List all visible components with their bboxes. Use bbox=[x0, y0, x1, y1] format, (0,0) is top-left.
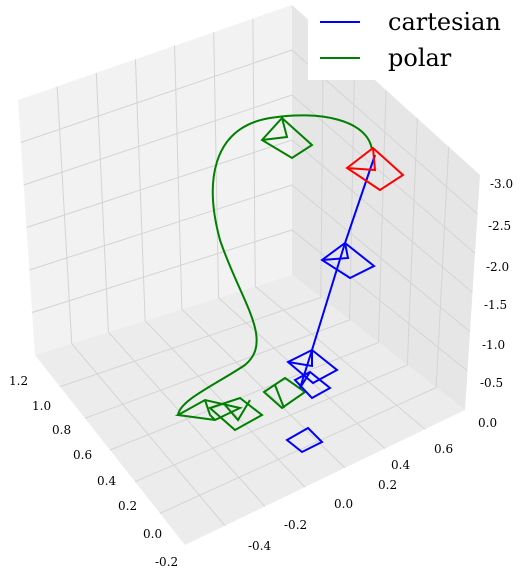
cartesian-pose-marker bbox=[321, 242, 350, 261]
cartesian-pose-marker bbox=[299, 371, 311, 389]
x-tick-label: 0.0 bbox=[334, 497, 353, 511]
floor-pane bbox=[35, 275, 465, 545]
polar-pose-marker bbox=[261, 117, 289, 141]
current-pose bbox=[345, 146, 405, 192]
legend-label-cartesian: cartesian bbox=[388, 8, 501, 36]
x-tick-label: -0.2 bbox=[284, 518, 307, 532]
y-tick-label: 1.0 bbox=[32, 399, 51, 413]
cartesian-pose-marker bbox=[286, 348, 339, 385]
grid-line bbox=[291, 94, 476, 254]
grid-line bbox=[159, 387, 437, 514]
grid-line bbox=[26, 139, 293, 228]
polar-pose-marker bbox=[274, 384, 285, 409]
grid-line bbox=[20, 49, 293, 143]
grid-line bbox=[291, 184, 471, 333]
x-axis-ticks: -0.4 -0.2 0.0 0.2 0.4 0.6 bbox=[248, 442, 453, 553]
grid-line bbox=[254, 286, 426, 430]
grid-line bbox=[134, 364, 408, 483]
cartesian-series bbox=[285, 154, 376, 454]
z-tick-label: -3.0 bbox=[490, 177, 513, 191]
grid-line bbox=[32, 229, 293, 313]
z-tick-label: -1.0 bbox=[482, 338, 505, 352]
cartesian-pose-marker bbox=[293, 370, 332, 400]
y-tick-label: 0.8 bbox=[52, 423, 71, 437]
polar-trajectory-line bbox=[177, 114, 373, 416]
grid-line bbox=[291, 139, 473, 293]
grid-line bbox=[29, 184, 293, 271]
grid-line bbox=[84, 319, 350, 419]
current-pose-marker bbox=[345, 146, 405, 192]
z-tick-label: -1.5 bbox=[484, 298, 507, 312]
polar-pose-marker bbox=[208, 396, 264, 432]
y-tick-label: -0.2 bbox=[155, 555, 178, 569]
polar-pose-marker bbox=[260, 116, 314, 160]
z-tick-label: 0.0 bbox=[478, 416, 497, 430]
cartesian-pose-marker bbox=[287, 350, 313, 368]
cartesian-pose-marker bbox=[320, 241, 376, 280]
x-tick-label: 0.4 bbox=[391, 458, 410, 472]
right-pane bbox=[292, 5, 480, 410]
z-tick-label: -2.0 bbox=[486, 260, 509, 274]
current-pose-marker bbox=[346, 147, 377, 172]
z-axis-ticks: 0.0 -0.5 -1.0 -1.5 -2.0 -2.5 -3.0 bbox=[478, 177, 513, 430]
polar-pose-marker bbox=[174, 398, 244, 422]
y-tick-label: 0.6 bbox=[73, 448, 92, 462]
y-tick-label: 1.2 bbox=[9, 374, 28, 388]
x-tick-label: 0.2 bbox=[378, 478, 397, 492]
x-tick-label: -0.4 bbox=[248, 539, 272, 553]
polar-pose-marker bbox=[224, 399, 251, 422]
grid-line bbox=[291, 229, 468, 372]
cartesian-trajectory-line bbox=[299, 154, 376, 389]
grid-line bbox=[181, 308, 346, 469]
grid-line bbox=[23, 94, 293, 186]
grid-line bbox=[59, 297, 321, 388]
cartesian-floor-projection bbox=[285, 426, 324, 454]
legend-label-polar: polar bbox=[388, 44, 452, 72]
grid-line bbox=[109, 342, 379, 451]
y-tick-label: 0.2 bbox=[118, 499, 137, 513]
z-tick-label: -0.5 bbox=[480, 376, 503, 390]
left-pane bbox=[18, 5, 292, 355]
grid-line bbox=[71, 343, 226, 527]
y-axis-ticks: -0.2 0.0 0.2 0.4 0.6 0.8 1.0 1.2 bbox=[9, 374, 178, 569]
x-tick-label: 0.6 bbox=[434, 442, 453, 456]
polar-pose-marker bbox=[204, 399, 216, 421]
legend-box bbox=[308, 0, 520, 80]
grid-lines bbox=[20, 18, 478, 527]
grid-line bbox=[108, 331, 266, 507]
y-tick-label: 0.0 bbox=[143, 527, 162, 541]
legend: cartesian polar bbox=[308, 0, 520, 80]
z-tick-label: -2.5 bbox=[488, 219, 511, 233]
polar-series bbox=[174, 114, 373, 432]
y-tick-label: 0.4 bbox=[97, 474, 116, 488]
